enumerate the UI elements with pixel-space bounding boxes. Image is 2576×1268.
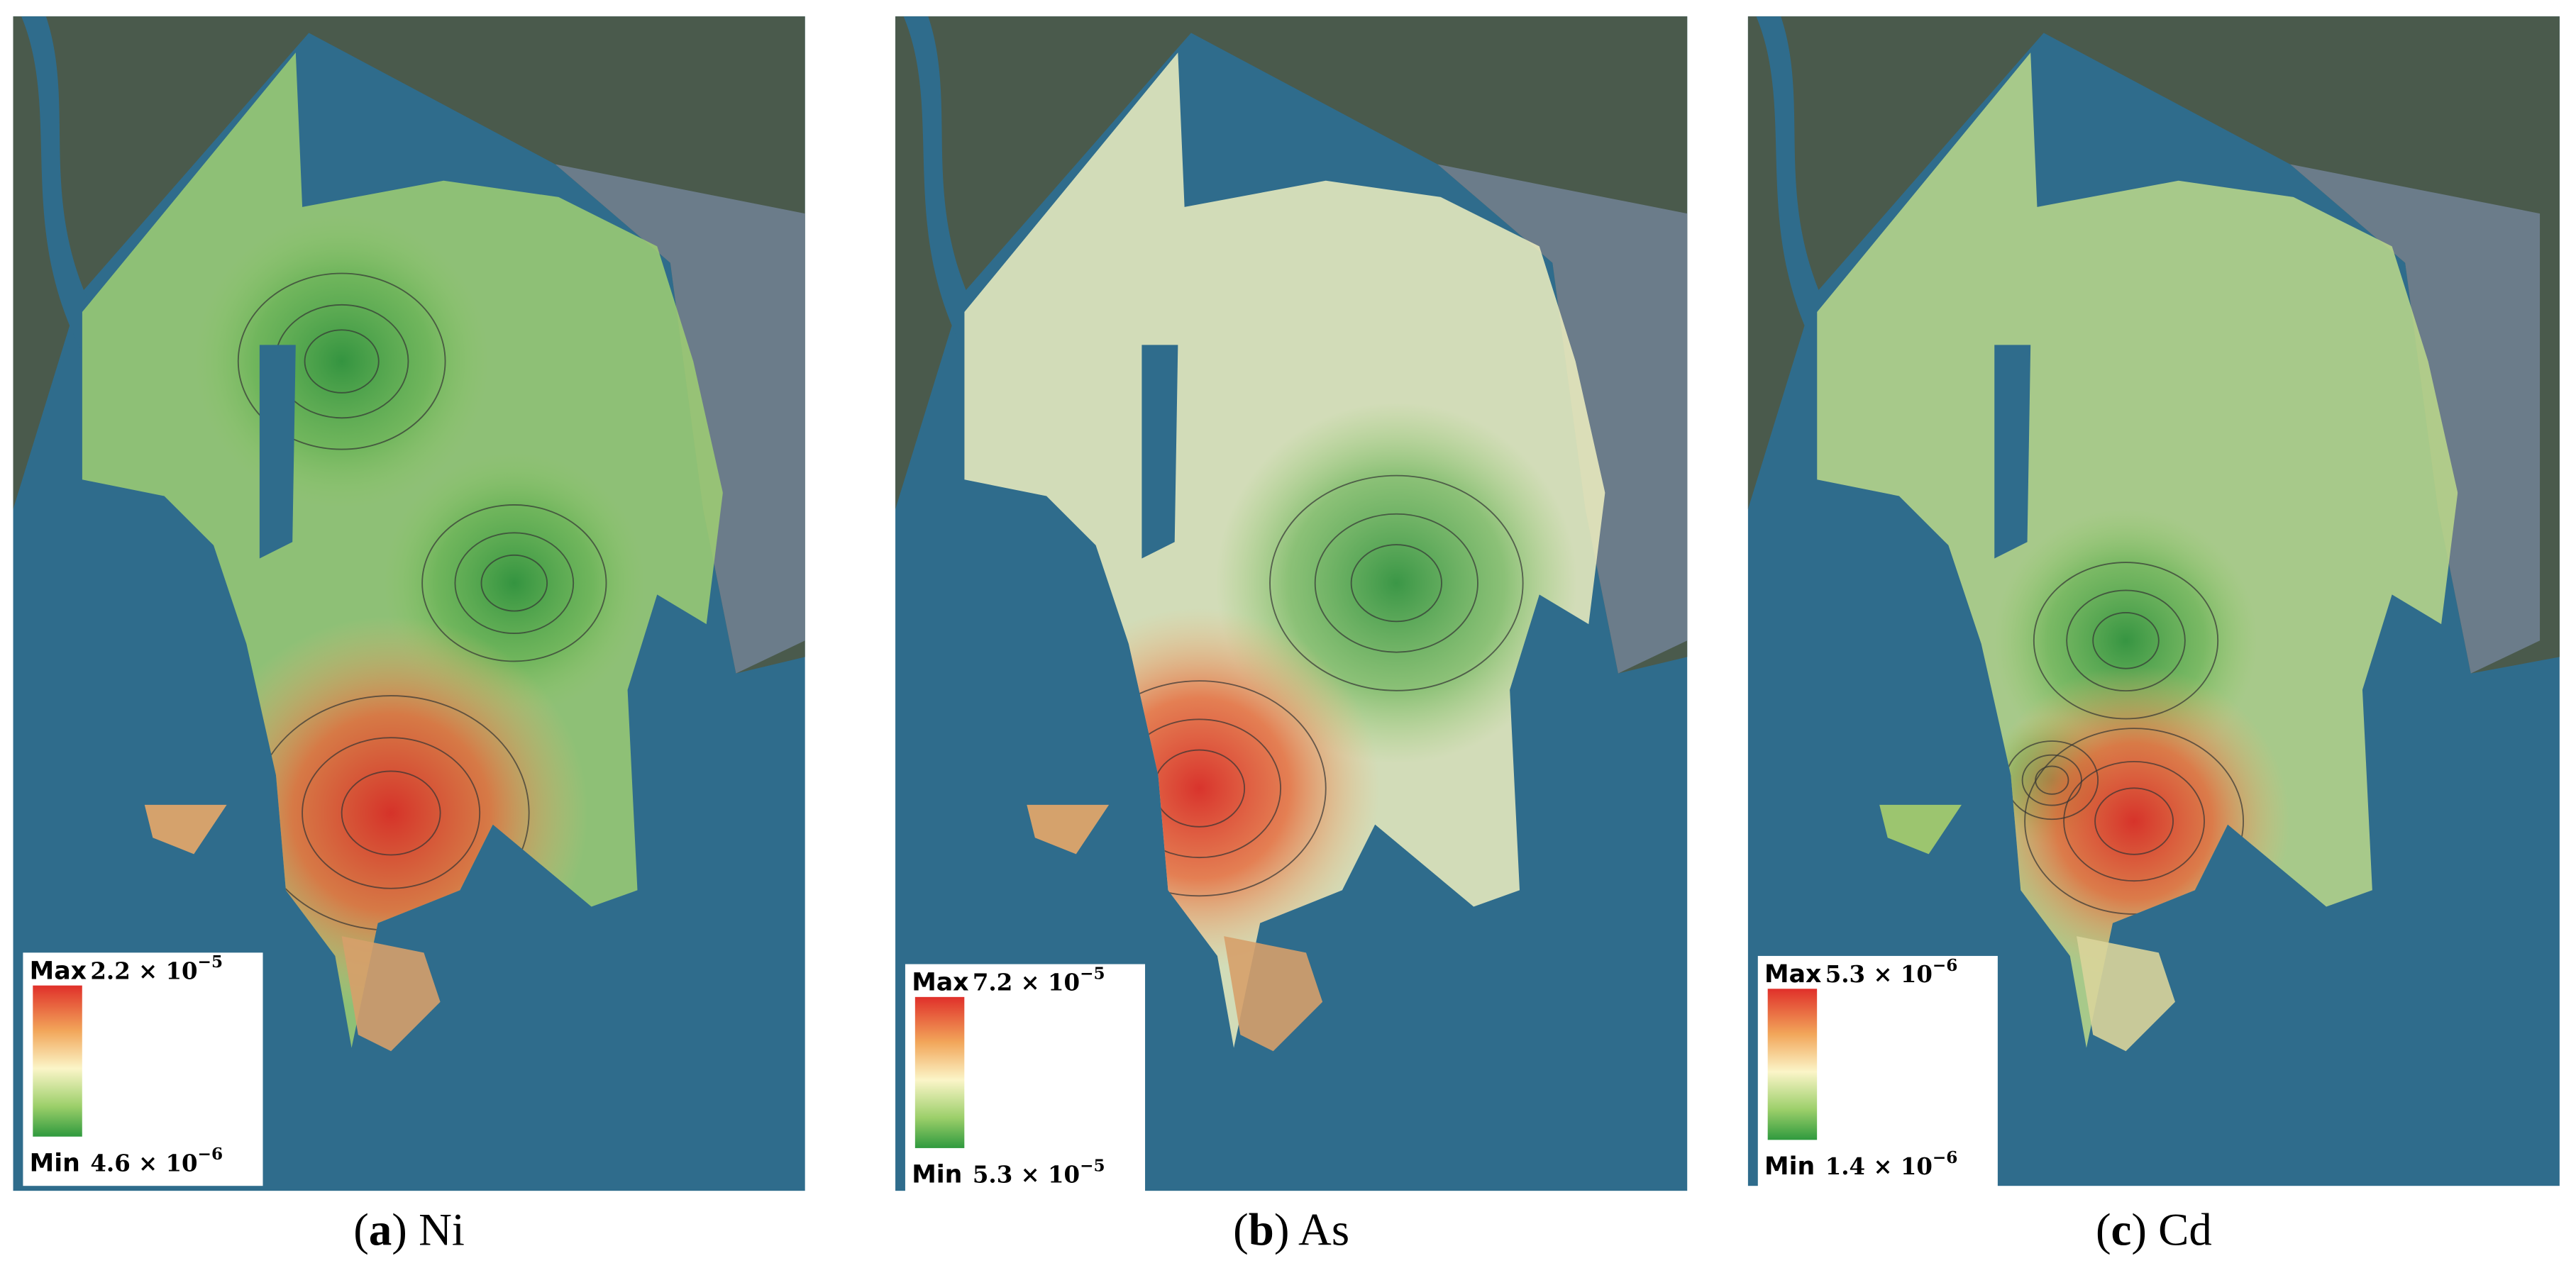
- legend-max-value: 5.3 × 10−6: [1825, 956, 1958, 988]
- legend-min-value: 1.4 × 10−6: [1825, 1148, 1958, 1180]
- contour-line: [480, 554, 548, 612]
- bay: [259, 345, 296, 559]
- legend-min-exponent: −6: [1933, 1148, 1957, 1167]
- contour-line: [2021, 754, 2082, 806]
- island: [144, 804, 227, 855]
- legend-max-value: 7.2 × 10−5: [973, 964, 1105, 996]
- river: [1756, 16, 1847, 362]
- contour-line: [1269, 474, 1524, 691]
- contour-line: [302, 737, 481, 889]
- legend-gradient: [33, 985, 82, 1137]
- legend-min-mantissa: 1.4 × 10: [1825, 1153, 1933, 1180]
- land-city: [555, 164, 805, 674]
- island: [341, 936, 441, 1052]
- map-panel: Max 2.2 × 10−5 Min 4.6 × 10−6: [13, 16, 805, 1191]
- legend-gradient: [914, 996, 965, 1148]
- panel-caption: (c) Cd: [2096, 1205, 2212, 1256]
- contour-line: [2063, 760, 2206, 882]
- island: [2077, 936, 2175, 1052]
- caption-prefix: (: [2096, 1205, 2111, 1256]
- contour-line: [341, 770, 441, 856]
- legend-min-exponent: −5: [1080, 1156, 1105, 1175]
- contour-line: [304, 329, 380, 394]
- legend-min-label: Min: [30, 1149, 80, 1177]
- caption-label: b: [1249, 1205, 1274, 1256]
- legend-max-mantissa: 2.2 × 10: [90, 957, 197, 984]
- caption-prefix: (: [1233, 1205, 1249, 1256]
- contour-line: [2024, 728, 2244, 915]
- legend-min-mantissa: 4.6 × 10: [90, 1150, 197, 1177]
- legend-min-label: Min: [1764, 1152, 1815, 1181]
- legend-max-label: Max: [912, 969, 968, 997]
- island: [1224, 936, 1323, 1052]
- land-city: [2290, 164, 2541, 674]
- legend-max-label: Max: [30, 957, 87, 985]
- panel-caption: (b) As: [1233, 1205, 1349, 1256]
- legend-min-value: 5.3 × 10−5: [973, 1156, 1105, 1188]
- contour-line: [1350, 544, 1442, 623]
- contour-line: [421, 504, 607, 662]
- caption-label: a: [369, 1205, 392, 1256]
- river: [21, 16, 112, 362]
- legend-max-exponent: −6: [1933, 956, 1957, 975]
- legend-max-mantissa: 7.2 × 10: [973, 969, 1080, 996]
- bay: [1994, 345, 2031, 559]
- legend-max-exponent: −5: [1080, 964, 1105, 983]
- caption-suffix: ) Ni: [392, 1205, 465, 1256]
- contour-line: [2092, 611, 2160, 669]
- legend-min-mantissa: 5.3 × 10: [973, 1162, 1080, 1189]
- contour-line: [1314, 513, 1478, 653]
- legend-min-value: 4.6 × 10−6: [90, 1145, 223, 1177]
- panel-caption: (a) Ni: [353, 1205, 465, 1256]
- caption-label: c: [2111, 1205, 2132, 1256]
- caption-prefix: (: [353, 1205, 369, 1256]
- river: [903, 16, 994, 362]
- caption-suffix: ) Cd: [2131, 1205, 2211, 1256]
- island: [1879, 804, 1962, 855]
- legend-gradient: [1767, 989, 1818, 1140]
- legend-min-label: Min: [912, 1161, 962, 1189]
- contour-line: [454, 532, 575, 634]
- contour-line: [2066, 589, 2186, 692]
- contour-line: [237, 272, 446, 450]
- contour-line: [2033, 562, 2219, 720]
- legend-max-value: 2.2 × 10−5: [90, 952, 223, 984]
- caption-suffix: ) As: [1274, 1205, 1349, 1256]
- contour-line: [2094, 787, 2174, 855]
- island: [1027, 804, 1110, 855]
- legend-max-label: Max: [1764, 960, 1821, 989]
- legend-min-exponent: −6: [198, 1145, 223, 1164]
- land-city: [1437, 164, 1688, 674]
- legend-max-exponent: −5: [198, 952, 223, 972]
- bay: [1141, 345, 1178, 559]
- legend-max-mantissa: 5.3 × 10: [1825, 961, 1933, 988]
